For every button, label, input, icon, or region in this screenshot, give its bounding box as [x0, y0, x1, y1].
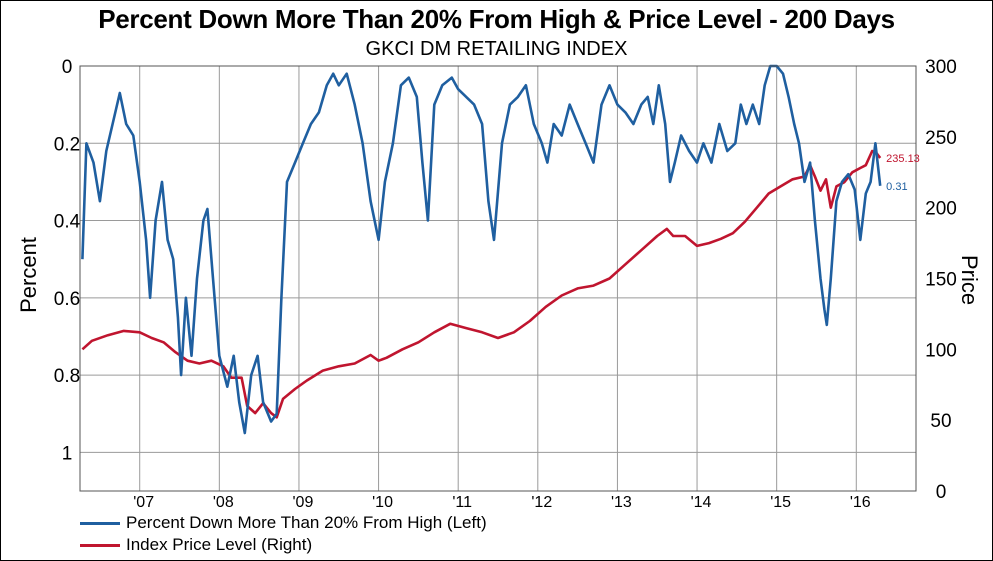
left-tick-label: 1 — [62, 443, 73, 464]
legend-swatch-percent — [80, 521, 120, 525]
y-axis-left-label: Percent — [16, 237, 41, 313]
left-axis-ticks: 0 0.2 0.4 0.6 0.8 1 — [54, 57, 81, 464]
left-tick-label: 0 — [62, 57, 73, 78]
x-axis-ticks: '07 '08 '09 '10 '11 '12 '13 '14 '15 '16 — [133, 494, 871, 511]
y-axis-right-label: Price — [957, 255, 982, 305]
x-tick-label: '12 — [531, 494, 552, 511]
series-layer — [81, 64, 882, 435]
legend-swatch-price — [80, 543, 120, 547]
right-tick-label: 150 — [925, 270, 957, 291]
left-tick-label: 0.8 — [54, 366, 80, 387]
x-tick-label: '07 — [133, 494, 154, 511]
right-tick-label: 0 — [936, 482, 947, 503]
legend-item-percent: Percent Down More Than 20% From High (Le… — [80, 513, 487, 533]
series-line-price — [81, 149, 882, 419]
end-labels: 0.31 235.13 — [886, 153, 920, 193]
legend-label-price: Index Price Level (Right) — [126, 535, 313, 554]
x-tick-label: '08 — [213, 494, 234, 511]
left-tick-label: 0.6 — [54, 289, 80, 310]
x-tick-label: '09 — [293, 494, 314, 511]
x-tick-label: '11 — [452, 494, 472, 511]
right-tick-label: 100 — [925, 340, 957, 361]
end-label-percent: 0.31 — [886, 181, 907, 193]
right-tick-label: 200 — [925, 199, 957, 220]
x-tick-label: '16 — [850, 494, 871, 511]
chart-title: Percent Down More Than 20% From High & P… — [98, 4, 895, 34]
right-tick-label: 300 — [925, 57, 957, 78]
x-tick-label: '10 — [372, 494, 393, 511]
end-label-price: 235.13 — [886, 153, 920, 165]
x-tick-label: '13 — [611, 494, 632, 511]
x-tick-label: '14 — [691, 494, 712, 511]
right-tick-label: 250 — [925, 128, 957, 149]
legend-item-price: Index Price Level (Right) — [80, 535, 312, 555]
x-tick-label: '15 — [770, 494, 791, 511]
grid-lines — [80, 65, 916, 491]
legend-label-percent: Percent Down More Than 20% From High (Le… — [126, 513, 487, 532]
left-tick-label: 0.2 — [54, 134, 80, 155]
series-line-percent — [81, 64, 882, 435]
right-axis-ticks: 0 50 100 150 200 250 300 — [925, 57, 957, 503]
right-tick-label: 50 — [930, 411, 951, 432]
chart-subtitle: GKCI DM RETAILING INDEX — [365, 38, 628, 60]
plot-border — [79, 65, 917, 492]
left-tick-label: 0.4 — [54, 212, 81, 233]
